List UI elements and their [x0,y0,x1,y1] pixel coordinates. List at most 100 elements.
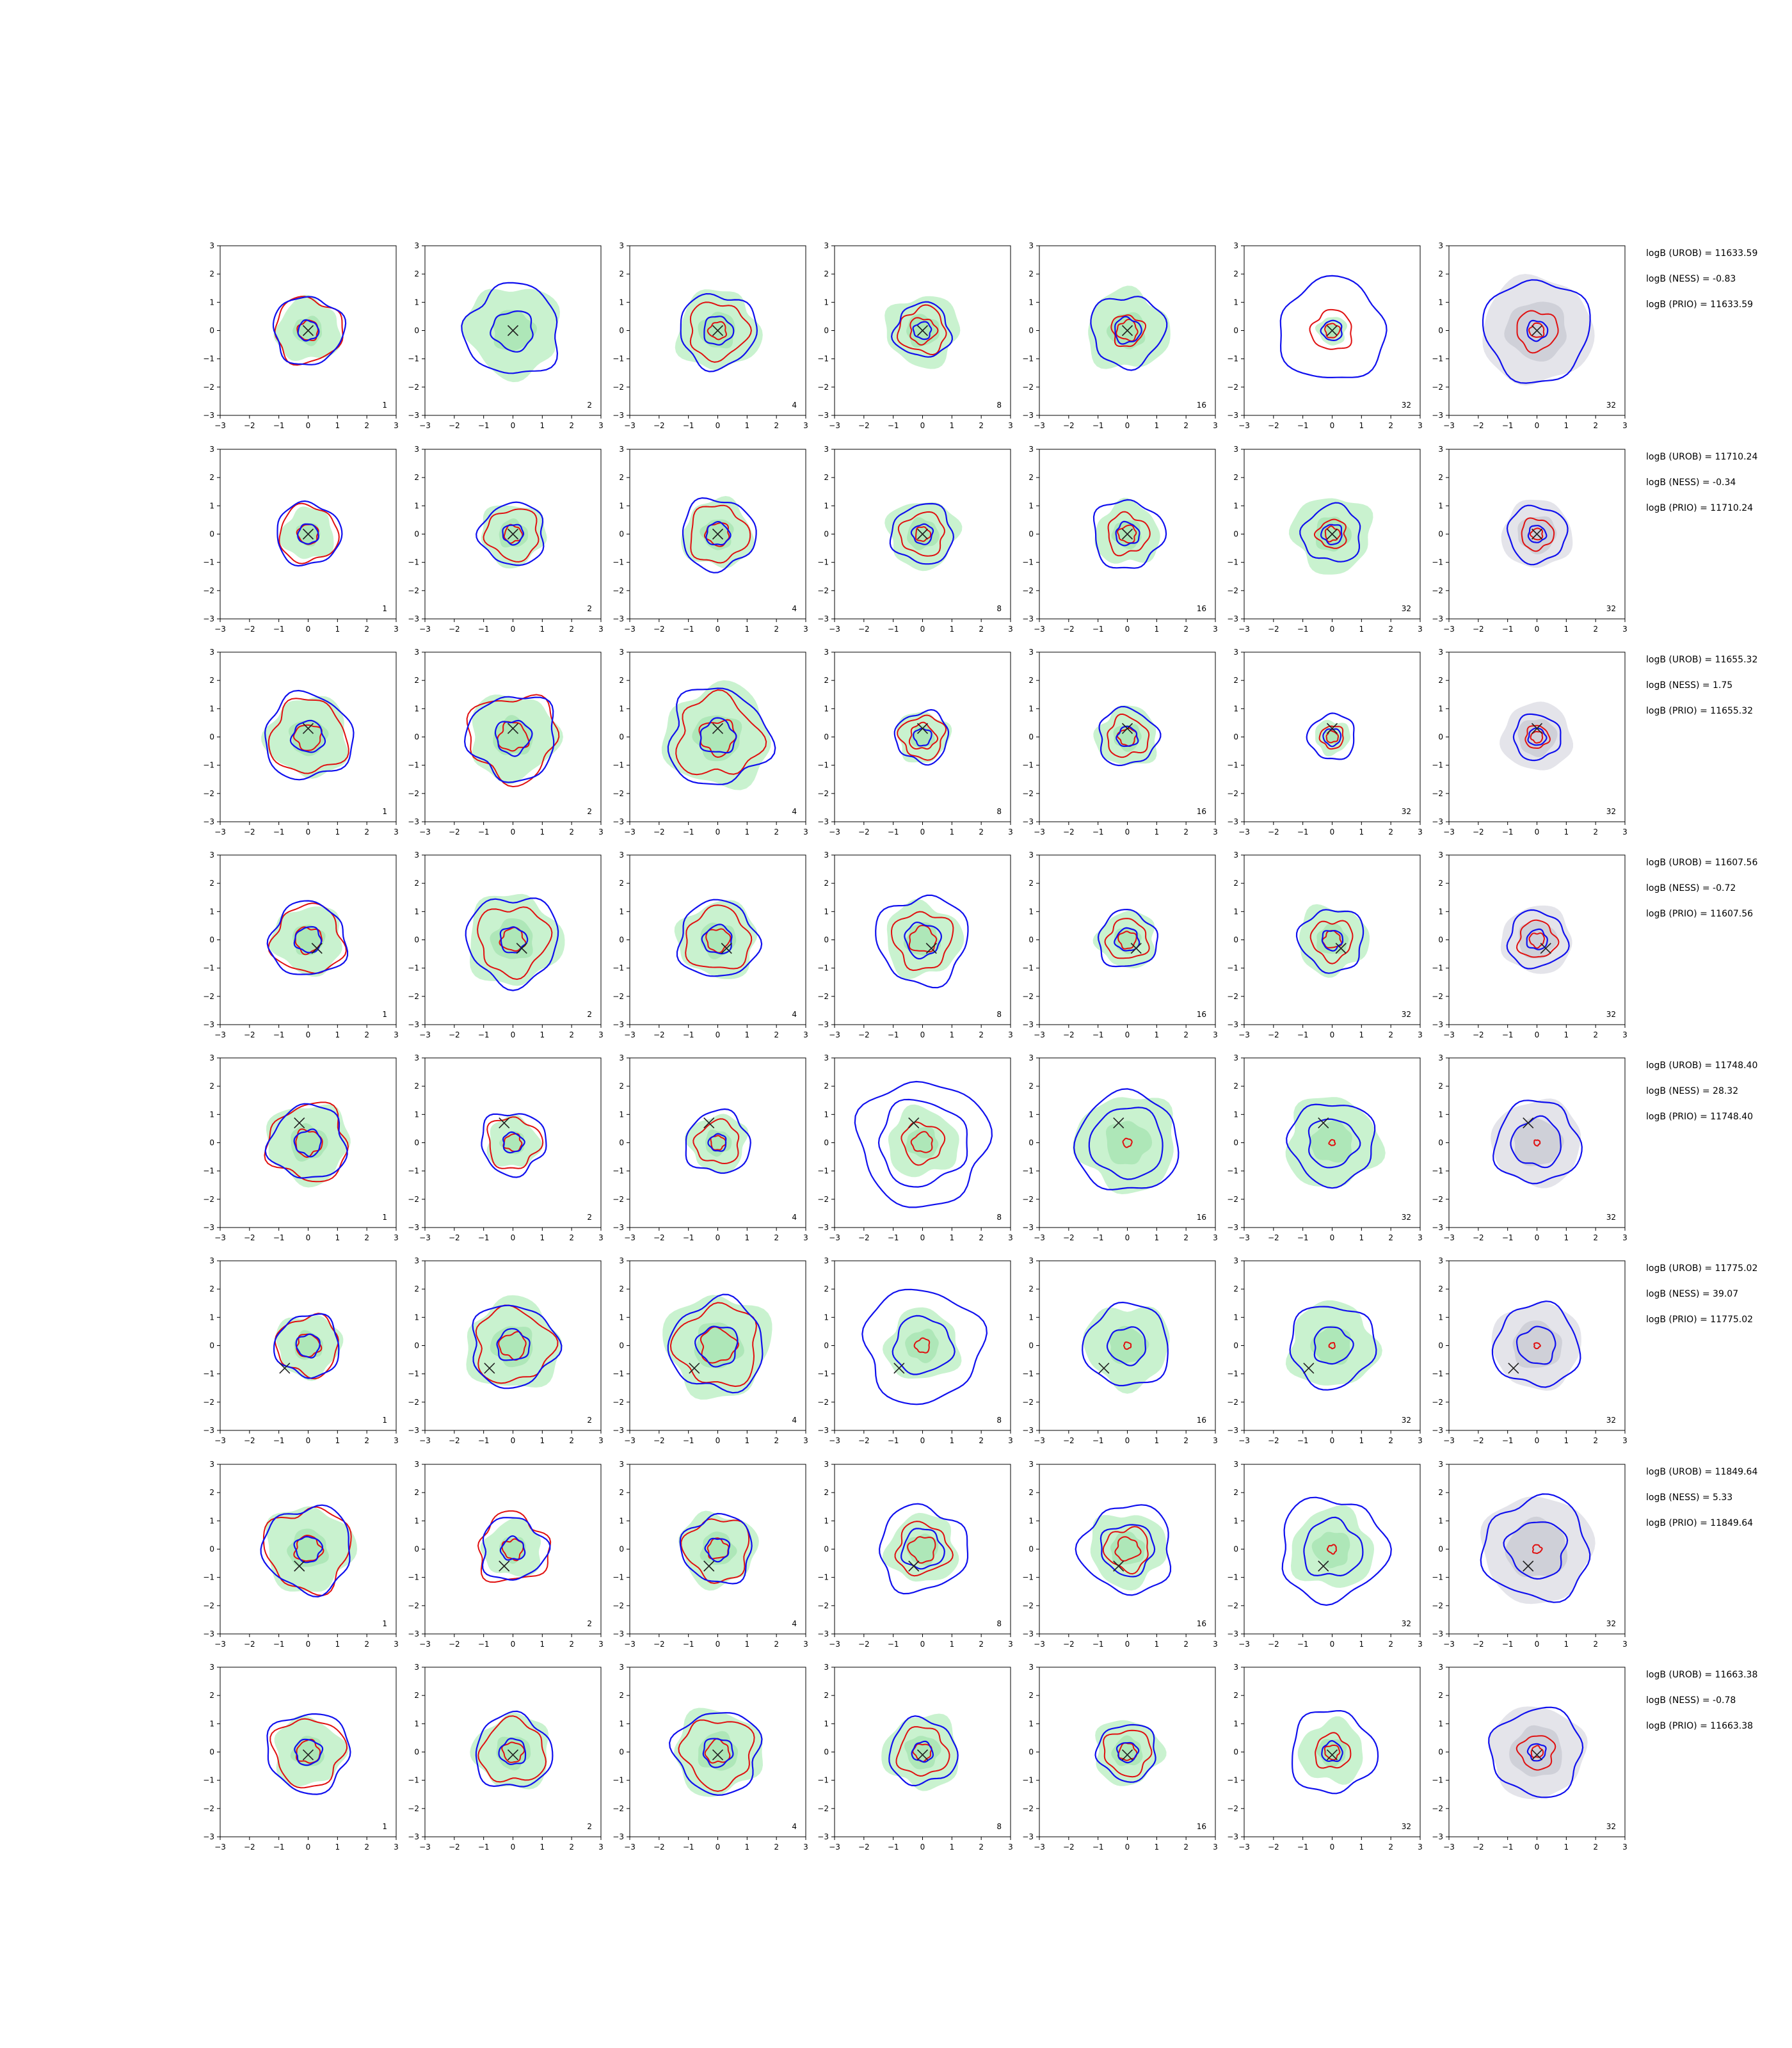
y-tick-label: −3 [203,1832,214,1841]
y-tick-label: 1 [619,704,624,713]
x-tick-label: −3 [214,625,226,634]
y-tick-label: 2 [1438,269,1443,278]
y-tick-label: −3 [408,411,419,420]
x-tick-label: −3 [214,421,226,430]
x-tick-label: 1 [1155,1436,1160,1445]
x-tick-label: 0 [511,421,516,430]
y-tick-label: 0 [619,936,624,945]
y-tick-label: −2 [612,1195,624,1204]
x-tick-label: 2 [569,1843,574,1852]
panel-corner-label: 1 [382,1213,387,1222]
x-tick-label: 2 [1593,1436,1598,1445]
x-tick-label: −2 [653,625,665,634]
blue-contour [1322,728,1342,748]
panel-r7-c1: −3 −2 −1 0 1 2 3 −3 −2 −1 0 1 2 3 1 [203,1460,399,1649]
blue-contour [668,1712,763,1796]
y-tick-label: −1 [1022,355,1034,364]
y-tick-label: 2 [1028,1691,1034,1700]
y-tick-label: −2 [817,1804,829,1813]
grey-fill-inner [1512,1320,1562,1368]
x-tick-label: −2 [1063,1436,1075,1445]
y-tick-label: −2 [612,789,624,798]
true-value-marker [1531,723,1543,734]
panel-corner-label: 2 [587,1416,592,1425]
x-tick-label: 3 [1008,421,1013,430]
y-tick-label: −1 [1022,1167,1034,1176]
x-tick-label: −3 [1034,1030,1045,1039]
y-tick-label: −3 [1227,614,1238,623]
x-tick-label: −3 [1034,1436,1045,1445]
panel-r3-c3: −3 −2 −1 0 1 2 3 −3 −2 −1 0 1 2 3 4 [612,648,808,836]
y-tick-label: 1 [414,704,419,713]
panel-r1-c2: −3 −2 −1 0 1 2 3 −3 −2 −1 0 1 2 3 2 [408,241,604,430]
blue-contour [875,894,969,989]
x-tick-label: 1 [335,421,340,430]
x-tick-label: 2 [774,625,779,634]
red-contour [894,1521,954,1577]
x-tick-label: 3 [1622,625,1628,634]
y-tick-label: 2 [619,1488,624,1497]
y-tick-label: −1 [203,1167,214,1176]
y-tick-label: 3 [1438,1053,1443,1062]
y-tick-label: −3 [817,614,829,623]
x-tick-label: 0 [1125,1233,1130,1242]
y-tick-label: −3 [203,817,214,826]
y-tick-label: 0 [1233,1341,1238,1350]
panel-corner-label: 2 [587,604,592,613]
x-tick-label: −1 [1092,828,1104,836]
x-tick-label: 2 [364,1843,369,1852]
y-tick-label: −3 [1227,411,1238,420]
x-tick-label: 0 [511,1030,516,1039]
x-tick-label: 2 [1593,1030,1598,1039]
x-tick-label: 0 [1330,1843,1335,1852]
y-tick-label: 2 [824,879,829,888]
x-tick-label: 0 [920,1233,925,1242]
y-tick-label: −3 [1227,1832,1238,1841]
blue-contour [266,900,349,975]
panel-r8-c2: −3 −2 −1 0 1 2 3 −3 −2 −1 0 1 2 3 2 [408,1663,604,1852]
x-tick-label: −3 [1443,1843,1455,1852]
x-tick-label: −1 [888,1843,899,1852]
x-tick-label: 0 [716,828,721,836]
blue-contour [911,1740,934,1763]
red-contour [1528,932,1545,949]
blue-contour [498,1738,527,1766]
blue-contour [1090,296,1168,371]
y-tick-label: 0 [209,530,214,539]
x-tick-label: −2 [449,1436,460,1445]
x-tick-label: 2 [979,1436,984,1445]
x-tick-label: 1 [1155,421,1160,430]
y-tick-label: 0 [1028,936,1034,945]
x-tick-label: −3 [1238,828,1250,836]
x-tick-label: −1 [478,1640,490,1649]
y-tick-label: 3 [1438,241,1443,250]
y-tick-label: 2 [414,1284,419,1293]
y-tick-label: −2 [1022,1398,1034,1407]
blue-contour [294,1738,324,1766]
blue-contour [685,1108,751,1174]
x-tick-label: 0 [306,1843,311,1852]
stats-line: logB (NESS) = 28.32 [1646,1086,1739,1096]
x-tick-label: 2 [979,1843,984,1852]
y-tick-label: 1 [414,1516,419,1525]
y-tick-label: −2 [817,1601,829,1610]
blue-contour [699,717,737,754]
x-tick-label: 3 [1418,1436,1423,1445]
x-tick-label: 3 [1418,1030,1423,1039]
x-tick-label: −1 [1092,421,1104,430]
panel-r5-c1: −3 −2 −1 0 1 2 3 −3 −2 −1 0 1 2 3 1 [203,1053,399,1242]
true-value-marker [1113,1117,1124,1129]
x-tick-label: 3 [394,625,399,634]
x-tick-label: 0 [716,1843,721,1852]
red-contour [274,296,344,366]
y-tick-label: 3 [824,445,829,454]
panel-r1-c1: −3 −2 −1 0 1 2 3 −3 −2 −1 0 1 2 3 1 [203,241,399,430]
true-value-marker [279,1363,291,1374]
y-tick-label: 2 [1233,676,1238,685]
y-tick-label: 2 [1233,1284,1238,1293]
panel-r3-c7: −3 −2 −1 0 1 2 3 −3 −2 −1 0 1 2 3 32 [1432,648,1628,836]
true-value-marker [507,324,519,337]
y-tick-label: 0 [209,936,214,945]
x-tick-label: 3 [598,421,604,430]
y-tick-label: −1 [1227,558,1238,567]
